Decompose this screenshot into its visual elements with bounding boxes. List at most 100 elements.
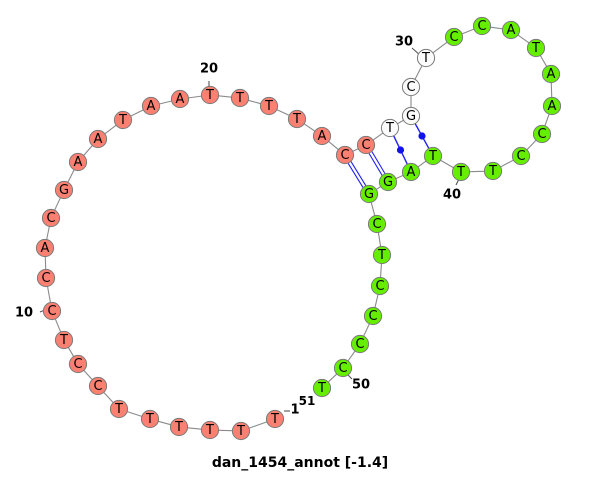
nucleotide-38-C[interactable]: C: [511, 146, 531, 166]
nucleotide-50-C[interactable]: C: [333, 358, 353, 378]
nucleotide-20-T[interactable]: T: [200, 85, 220, 105]
nucleotide-circle[interactable]: [526, 38, 546, 58]
nucleotide-circle[interactable]: [501, 20, 521, 40]
nucleotide-circle[interactable]: [200, 420, 220, 440]
nucleotide-circle[interactable]: [423, 146, 443, 166]
nucleotide-34-T[interactable]: T: [526, 38, 546, 58]
nucleotide-39-T[interactable]: T: [483, 161, 503, 181]
nucleotide-6-T[interactable]: T: [109, 399, 129, 419]
nucleotide-4-T[interactable]: T: [169, 417, 189, 437]
nucleotide-1-T[interactable]: T: [265, 409, 285, 429]
nucleotide-8-C[interactable]: C: [68, 354, 88, 374]
nucleotide-circle[interactable]: [141, 96, 161, 116]
nucleotide-circle[interactable]: [401, 106, 421, 126]
nucleotide-circle[interactable]: [451, 162, 471, 182]
nucleotide-42-A[interactable]: A: [401, 162, 421, 182]
nucleotide-circle[interactable]: [370, 276, 390, 296]
nucleotide-circle[interactable]: [68, 354, 88, 374]
nucleotide-2-T[interactable]: T: [231, 421, 251, 441]
nucleotide-circle[interactable]: [68, 152, 88, 172]
nucleotide-circle[interactable]: [472, 16, 492, 36]
nucleotide-circle[interactable]: [42, 301, 62, 321]
nucleotide-24-A[interactable]: A: [312, 126, 332, 146]
nucleotide-circle[interactable]: [416, 48, 436, 68]
nucleotide-circle[interactable]: [113, 110, 133, 130]
nucleotide-9-T[interactable]: T: [54, 330, 74, 350]
nucleotide-circle[interactable]: [259, 96, 279, 116]
nucleotide-circle[interactable]: [359, 184, 379, 204]
nucleotide-circle[interactable]: [312, 378, 332, 398]
nucleotide-circle[interactable]: [378, 172, 398, 192]
nucleotide-circle[interactable]: [169, 417, 189, 437]
nucleotide-circle[interactable]: [532, 124, 552, 144]
nucleotide-30-T[interactable]: T: [416, 48, 436, 68]
nucleotide-5-T[interactable]: T: [140, 409, 160, 429]
nucleotide-44-G[interactable]: G: [359, 184, 379, 204]
nucleotide-49-C[interactable]: C: [350, 334, 370, 354]
nucleotide-25-C[interactable]: C: [335, 145, 355, 165]
nucleotide-circle[interactable]: [230, 88, 250, 108]
nucleotide-28-G[interactable]: G: [401, 106, 421, 126]
nucleotide-circle[interactable]: [109, 399, 129, 419]
nucleotide-circle[interactable]: [36, 268, 56, 288]
nucleotide-32-C[interactable]: C: [472, 16, 492, 36]
nucleotide-43-G[interactable]: G: [378, 172, 398, 192]
nucleotide-23-T[interactable]: T: [287, 109, 307, 129]
nucleotide-14-G[interactable]: G: [54, 180, 74, 200]
nucleotide-36-A[interactable]: A: [542, 96, 562, 116]
nucleotide-33-A[interactable]: A: [501, 20, 521, 40]
nucleotide-40-T[interactable]: T: [451, 162, 471, 182]
nucleotide-circle[interactable]: [265, 409, 285, 429]
nucleotide-circle[interactable]: [363, 306, 383, 326]
nucleotide-circle[interactable]: [372, 245, 392, 265]
nucleotide-22-T[interactable]: T: [259, 96, 279, 116]
nucleotide-circle[interactable]: [401, 162, 421, 182]
nucleotide-circle[interactable]: [350, 334, 370, 354]
nucleotide-circle[interactable]: [54, 330, 74, 350]
nucleotide-29-C[interactable]: C: [401, 77, 421, 97]
nucleotide-13-C[interactable]: C: [41, 208, 61, 228]
nucleotide-51-T[interactable]: T: [312, 378, 332, 398]
nucleotide-circle[interactable]: [542, 96, 562, 116]
nucleotide-46-T[interactable]: T: [372, 245, 392, 265]
nucleotide-circle[interactable]: [335, 145, 355, 165]
nucleotide-circle[interactable]: [231, 421, 251, 441]
nucleotide-26-C[interactable]: C: [356, 135, 376, 155]
nucleotide-circle[interactable]: [380, 118, 400, 138]
nucleotide-16-A[interactable]: A: [88, 129, 108, 149]
nucleotide-circle[interactable]: [333, 358, 353, 378]
nucleotide-circle[interactable]: [54, 180, 74, 200]
nucleotide-27-T[interactable]: T: [380, 118, 400, 138]
nucleotide-circle[interactable]: [312, 126, 332, 146]
nucleotide-circle[interactable]: [483, 161, 503, 181]
nucleotide-circle[interactable]: [200, 85, 220, 105]
nucleotide-circle[interactable]: [170, 89, 190, 109]
nucleotide-19-A[interactable]: A: [170, 89, 190, 109]
nucleotide-circle[interactable]: [511, 146, 531, 166]
nucleotide-circle[interactable]: [401, 77, 421, 97]
nucleotide-3-T[interactable]: T: [200, 420, 220, 440]
nucleotide-circle[interactable]: [444, 27, 464, 47]
nucleotide-circle[interactable]: [88, 376, 108, 396]
nucleotide-48-C[interactable]: C: [363, 306, 383, 326]
nucleotide-41-T[interactable]: T: [423, 146, 443, 166]
nucleotide-circle[interactable]: [35, 238, 55, 258]
nucleotide-11-C[interactable]: C: [36, 268, 56, 288]
nucleotide-circle[interactable]: [541, 64, 561, 84]
nucleotide-21-T[interactable]: T: [230, 88, 250, 108]
nucleotide-circle[interactable]: [356, 135, 376, 155]
nucleotide-7-C[interactable]: C: [88, 376, 108, 396]
nucleotide-circle[interactable]: [140, 409, 160, 429]
nucleotide-circle[interactable]: [41, 208, 61, 228]
nucleotide-10-C[interactable]: C: [42, 301, 62, 321]
nucleotide-37-C[interactable]: C: [532, 124, 552, 144]
nucleotide-12-A[interactable]: A: [35, 238, 55, 258]
nucleotide-17-T[interactable]: T: [113, 110, 133, 130]
nucleotide-31-C[interactable]: C: [444, 27, 464, 47]
nucleotide-18-A[interactable]: A: [141, 96, 161, 116]
nucleotide-circle[interactable]: [287, 109, 307, 129]
nucleotide-45-C[interactable]: C: [367, 214, 387, 234]
nucleotide-circle[interactable]: [367, 214, 387, 234]
